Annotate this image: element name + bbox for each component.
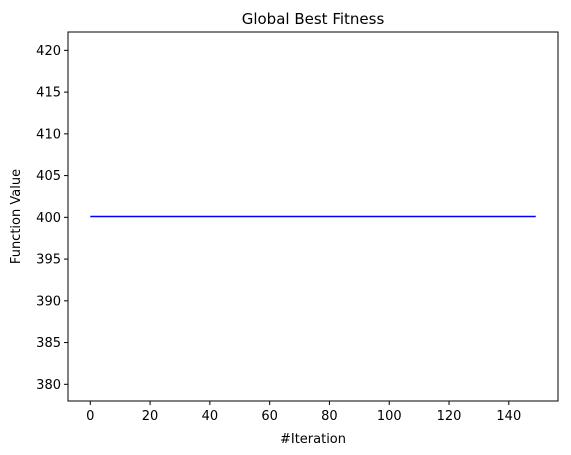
x-tick-label: 100 (377, 409, 402, 424)
y-tick-label: 395 (36, 253, 61, 268)
y-tick-label: 380 (36, 378, 61, 393)
x-axis: 0 20 40 60 80 100 120 140 (86, 401, 521, 424)
y-axis-label: Function Value (9, 169, 24, 264)
x-axis-label: #Iteration (280, 432, 346, 447)
x-tick-label: 40 (202, 409, 219, 424)
y-tick-label: 400 (36, 211, 61, 226)
y-tick-label: 390 (36, 294, 61, 309)
plot-area-frame (67, 31, 559, 402)
y-tick-label: 410 (36, 127, 61, 142)
y-tick-label: 420 (36, 44, 61, 59)
x-tick-label: 60 (261, 409, 278, 424)
y-tick-label: 405 (36, 169, 61, 184)
y-axis: 380 385 390 395 400 405 410 415 420 (36, 44, 68, 393)
x-tick-label: 20 (142, 409, 159, 424)
x-tick-label: 140 (496, 409, 521, 424)
y-tick-label: 415 (36, 86, 61, 101)
x-tick-label: 80 (321, 409, 338, 424)
y-tick-label: 385 (36, 336, 61, 351)
x-tick-label: 120 (437, 409, 462, 424)
x-tick-label: 0 (86, 409, 94, 424)
chart-title: Global Best Fitness (242, 10, 385, 28)
